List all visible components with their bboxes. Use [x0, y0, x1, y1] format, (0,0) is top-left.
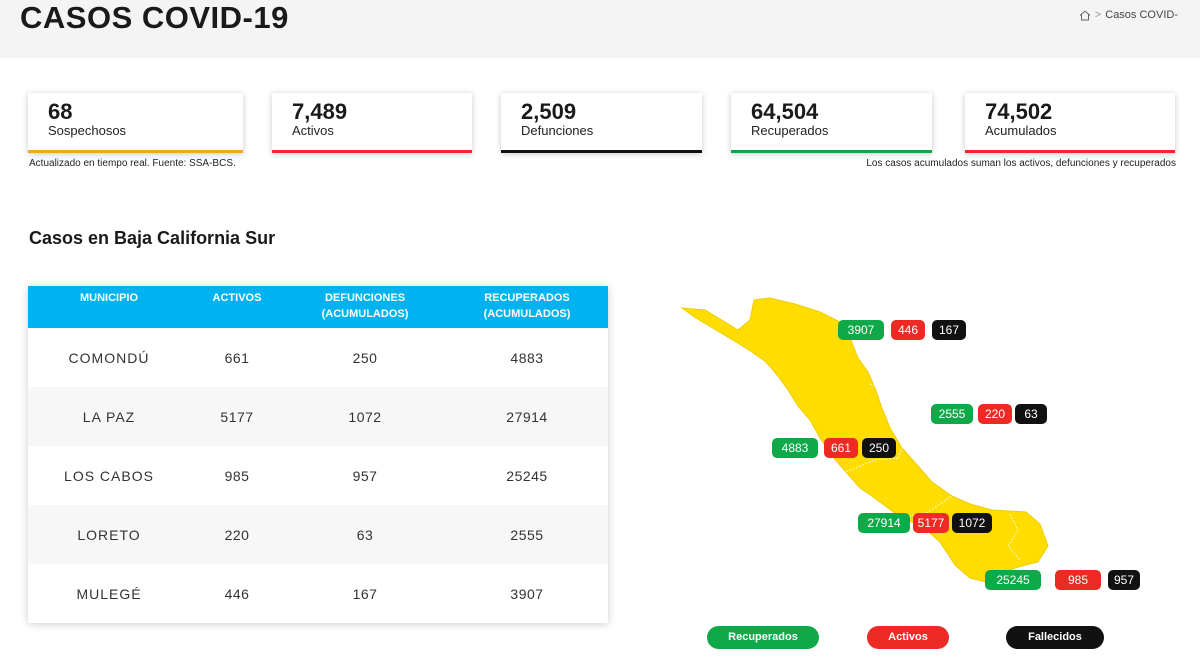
cell-defunciones: 957	[352, 467, 378, 484]
badge-activos: 5177	[913, 513, 949, 533]
badge-recuperados: 4883	[772, 438, 818, 458]
stat-accent-bar	[28, 150, 243, 153]
stat-label: Sospechosos	[48, 123, 127, 138]
stat-value: 2,509	[521, 99, 577, 124]
source-note: Actualizado en tiempo real. Fuente: SSA-…	[29, 158, 236, 169]
header-activos: ACTIVOS	[212, 292, 262, 304]
cell-activos: 5177	[220, 408, 254, 425]
table-row: LORETO 220 63 2555	[28, 505, 608, 564]
stat-label: Activos	[292, 123, 334, 138]
cases-table: MUNICIPIO ACTIVOS DEFUNCIONES (ACUMULADOS…	[28, 286, 608, 623]
cell-defunciones: 1072	[348, 408, 382, 425]
legend-recuperados: Recuperados	[707, 626, 819, 649]
badge-activos: 220	[978, 404, 1012, 424]
table-row: MULEGÉ 446 167 3907	[28, 564, 608, 623]
badge-recuperados: 25245	[985, 570, 1041, 590]
badge-activos: 661	[824, 438, 858, 458]
stat-card-sospechosos: 68 Sospechosos	[28, 93, 243, 153]
stat-accent-bar	[965, 150, 1175, 153]
stat-label: Defunciones	[521, 123, 594, 138]
cell-recuperados: 2555	[510, 526, 544, 543]
cell-defunciones: 63	[356, 526, 374, 543]
badge-fallecidos: 63	[1015, 404, 1047, 424]
stat-value: 74,502	[985, 99, 1053, 124]
badge-fallecidos: 957	[1108, 570, 1140, 590]
home-icon[interactable]	[1079, 9, 1091, 21]
table-header-row: MUNICIPIO ACTIVOS DEFUNCIONES (ACUMULADOS…	[28, 286, 608, 328]
badge-recuperados: 27914	[858, 513, 910, 533]
cell-recuperados: 4883	[510, 349, 544, 366]
cell-municipio: LORETO	[77, 526, 141, 543]
cell-municipio: MULEGÉ	[76, 585, 142, 602]
stat-value: 68	[48, 99, 73, 124]
table-row: LOS CABOS 985 957 25245	[28, 446, 608, 505]
page-title: CASOS COVID-19	[20, 0, 289, 35]
map-border-lines	[845, 383, 1021, 561]
table-row: LA PAZ 5177 1072 27914	[28, 387, 608, 446]
stat-card-defunciones: 2,509 Defunciones	[501, 93, 702, 153]
cell-activos: 661	[224, 349, 250, 366]
stat-value: 64,504	[751, 99, 819, 124]
cell-recuperados: 27914	[506, 408, 548, 425]
badge-fallecidos: 167	[932, 320, 966, 340]
legend-fallecidos: Fallecidos	[1006, 626, 1104, 649]
header-municipio: MUNICIPIO	[79, 292, 139, 304]
cell-activos: 220	[224, 526, 250, 543]
badge-fallecidos: 250	[862, 438, 896, 458]
section-title: Casos en Baja California Sur	[29, 228, 276, 248]
cell-municipio: LA PAZ	[82, 408, 136, 425]
breadcrumb: > Casos COVID-	[1079, 9, 1178, 21]
badge-activos: 446	[891, 320, 925, 340]
cell-recuperados: 25245	[506, 467, 548, 484]
badge-recuperados: 2555	[931, 404, 973, 424]
legend-activos: Activos	[867, 626, 949, 649]
stat-card-activos: 7,489 Activos	[272, 93, 472, 153]
accumulated-note: Los casos acumulados suman los activos, …	[866, 158, 1176, 169]
badge-activos: 985	[1055, 570, 1101, 590]
cell-activos: 985	[224, 467, 250, 484]
cell-municipio: COMONDÚ	[68, 349, 150, 366]
breadcrumb-separator: >	[1094, 9, 1102, 21]
table-row: COMONDÚ 661 250 4883	[28, 328, 608, 387]
cell-defunciones: 167	[352, 585, 378, 602]
cell-recuperados: 3907	[510, 585, 544, 602]
breadcrumb-current: Casos COVID-	[1105, 9, 1178, 21]
stat-card-recuperados: 64,504 Recuperados	[731, 93, 932, 153]
cell-activos: 446	[224, 585, 250, 602]
badge-fallecidos: 1072	[952, 513, 992, 533]
badge-recuperados: 3907	[838, 320, 884, 340]
cell-municipio: LOS CABOS	[64, 467, 154, 484]
stat-accent-bar	[501, 150, 702, 153]
header-recuperados: RECUPERADOS (ACUMULADOS)	[483, 292, 571, 320]
stat-accent-bar	[731, 150, 932, 153]
stat-label: Acumulados	[985, 123, 1057, 138]
stat-card-acumulados: 74,502 Acumulados	[965, 93, 1175, 153]
header-defunciones: DEFUNCIONES (ACUMULADOS)	[321, 292, 409, 320]
stat-label: Recuperados	[751, 123, 829, 138]
stat-value: 7,489	[292, 99, 348, 124]
page-header: CASOS COVID-19 > Casos COVID-	[0, 0, 1200, 58]
stat-accent-bar	[272, 150, 472, 153]
cell-defunciones: 250	[352, 349, 378, 366]
